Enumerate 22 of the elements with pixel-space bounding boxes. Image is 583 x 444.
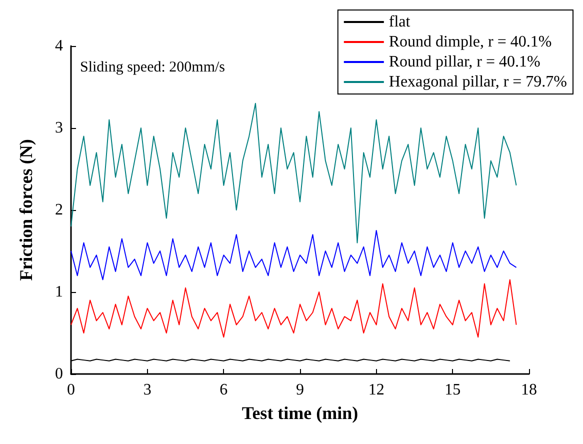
x-tick-label: 15 (444, 382, 461, 398)
y-axis-title: Friction forces (N) (16, 139, 36, 281)
y-tick-label: 1 (55, 284, 63, 300)
y-tick-label: 0 (55, 366, 63, 382)
legend-label: Round pillar, r = 40.1% (388, 54, 540, 70)
legend-label: Hexagonal pillar, r = 79.7% (388, 74, 567, 90)
x-tick-label: 9 (296, 382, 304, 398)
x-tick-label: 18 (521, 382, 537, 398)
y-tick-label: 3 (55, 120, 63, 136)
legend-label: Round dimple, r = 40.1% (388, 34, 552, 50)
x-tick-label: 12 (368, 382, 384, 398)
line-series (70, 102, 517, 244)
legend-label: flat (388, 14, 411, 30)
line-series (70, 230, 517, 280)
x-tick-label: 3 (143, 382, 152, 398)
x-tick-label: 0 (67, 382, 75, 398)
y-tick-label: 2 (55, 202, 63, 218)
x-tick-label: 6 (220, 382, 228, 398)
line-series (70, 279, 517, 338)
annotation: Sliding speed: 200mm/s (80, 60, 226, 76)
x-axis-title: Test time (min) (242, 403, 358, 423)
y-tick-label: 4 (55, 38, 63, 54)
